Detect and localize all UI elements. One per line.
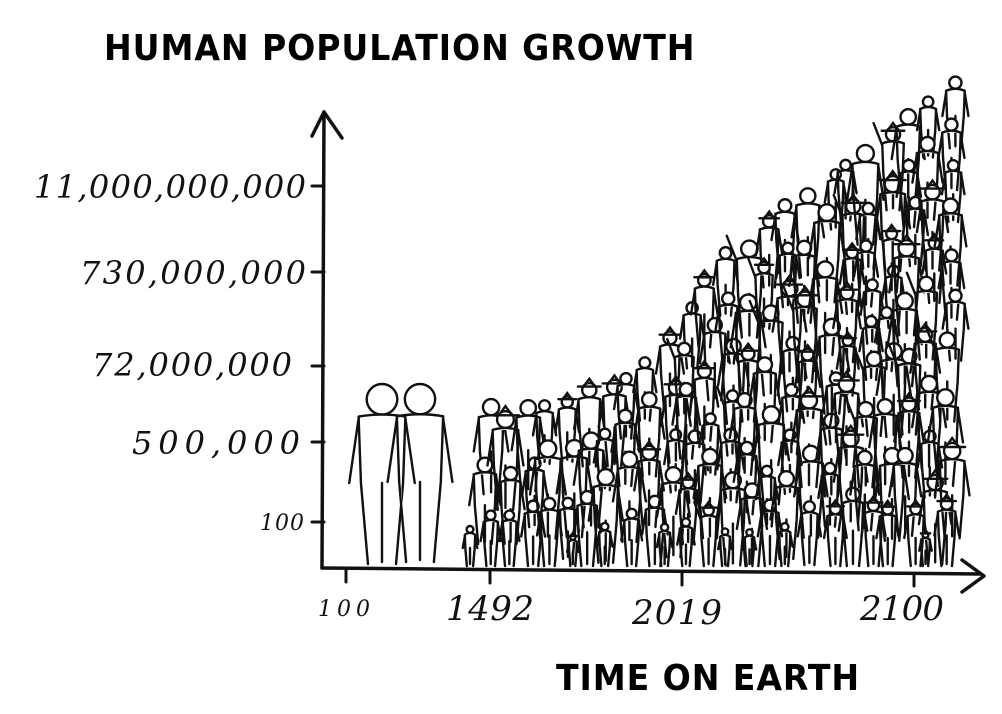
x-axis-label: TIME ON EARTH xyxy=(556,658,860,699)
y-axis-arrow xyxy=(310,110,344,140)
person-figure xyxy=(655,465,691,559)
person-figure xyxy=(933,492,961,568)
person-figure xyxy=(689,268,719,349)
crowd-illustration xyxy=(348,75,971,568)
person-figure xyxy=(838,241,866,316)
person-figure xyxy=(748,356,782,444)
x-tick-marks xyxy=(344,568,916,588)
y-axis-line xyxy=(320,110,326,570)
person-figure xyxy=(868,397,903,488)
person-figure xyxy=(875,498,901,568)
person-figure xyxy=(940,158,966,224)
person-figure xyxy=(698,412,723,476)
person-figure xyxy=(693,499,719,568)
x-tick-label-2: 2019 xyxy=(631,593,722,633)
person-figure xyxy=(717,527,734,568)
person-figure xyxy=(348,382,416,566)
person-figure xyxy=(918,528,933,568)
person-figure xyxy=(822,498,848,568)
y-tick-label-3: 500,000 xyxy=(132,424,300,462)
y-tick-label-2: 72,000,000 xyxy=(92,346,292,384)
person-figure xyxy=(806,260,844,357)
person-figure xyxy=(747,256,775,330)
person-figure xyxy=(910,374,948,471)
person-figure xyxy=(875,223,902,294)
y-tick-label-0: 11,000,000,000 xyxy=(34,168,306,206)
person-figure xyxy=(835,330,860,397)
y-tick-label-1: 730,000,000 xyxy=(80,254,306,292)
person-figure xyxy=(941,75,970,150)
person-figure xyxy=(654,325,686,410)
x-tick-label-1: 1492 xyxy=(446,589,534,629)
x-axis-arrow xyxy=(960,558,986,594)
person-figure xyxy=(846,143,885,246)
person-figure xyxy=(386,382,454,564)
person-figure xyxy=(754,209,784,289)
person-figure xyxy=(775,521,794,568)
person-figure xyxy=(711,246,740,317)
person-figure xyxy=(655,522,674,568)
person-figure xyxy=(689,359,720,442)
person-figure xyxy=(554,391,581,463)
person-figure xyxy=(915,178,950,272)
person-figure xyxy=(911,135,944,221)
person-figure xyxy=(479,509,503,568)
chart-title: HUMAN POPULATION GROWTH xyxy=(104,28,696,69)
person-figure xyxy=(461,524,479,568)
person-figure xyxy=(933,197,968,287)
person-figure xyxy=(852,239,880,308)
person-figure xyxy=(916,429,944,499)
person-figure xyxy=(632,356,658,422)
person-figure xyxy=(937,117,966,192)
person-figure xyxy=(495,465,526,545)
person-figure xyxy=(925,326,961,423)
person-figure xyxy=(741,528,758,568)
y-tick-label-4: 100 xyxy=(260,511,304,536)
person-figure xyxy=(676,517,696,568)
person-figure xyxy=(632,391,666,478)
x-tick-label-0: 100 xyxy=(318,597,370,622)
person-figure xyxy=(620,507,644,568)
person-figure xyxy=(671,381,702,460)
person-figure xyxy=(610,408,641,488)
x-tick-label-3: 2100 xyxy=(859,589,944,629)
person-figure xyxy=(666,338,695,417)
person-figure xyxy=(633,439,666,529)
person-figure xyxy=(807,203,846,304)
person-figure xyxy=(729,341,760,423)
person-figure xyxy=(859,278,886,345)
person-figure xyxy=(674,471,702,546)
person-figure xyxy=(909,321,942,411)
x-axis-line xyxy=(320,566,982,576)
person-figure xyxy=(832,280,862,364)
person-figure xyxy=(873,446,911,542)
person-figure xyxy=(725,234,764,339)
person-figure xyxy=(888,446,923,537)
person-figure xyxy=(587,467,625,565)
person-figure xyxy=(933,436,971,540)
person-figure xyxy=(858,314,884,382)
person-figure xyxy=(555,496,581,561)
person-figure xyxy=(565,530,580,568)
person-figure xyxy=(472,397,510,496)
y-tick-marks xyxy=(310,184,326,524)
person-figure xyxy=(793,343,822,420)
person-figure xyxy=(612,371,640,440)
person-figure xyxy=(915,95,941,159)
person-figure xyxy=(486,404,525,512)
person-figure xyxy=(796,500,823,567)
person-figure xyxy=(905,271,939,361)
person-figure xyxy=(498,509,521,568)
person-figure xyxy=(937,248,966,321)
person-figure xyxy=(595,521,614,568)
person-figure xyxy=(941,288,970,362)
person-figure xyxy=(849,449,881,532)
